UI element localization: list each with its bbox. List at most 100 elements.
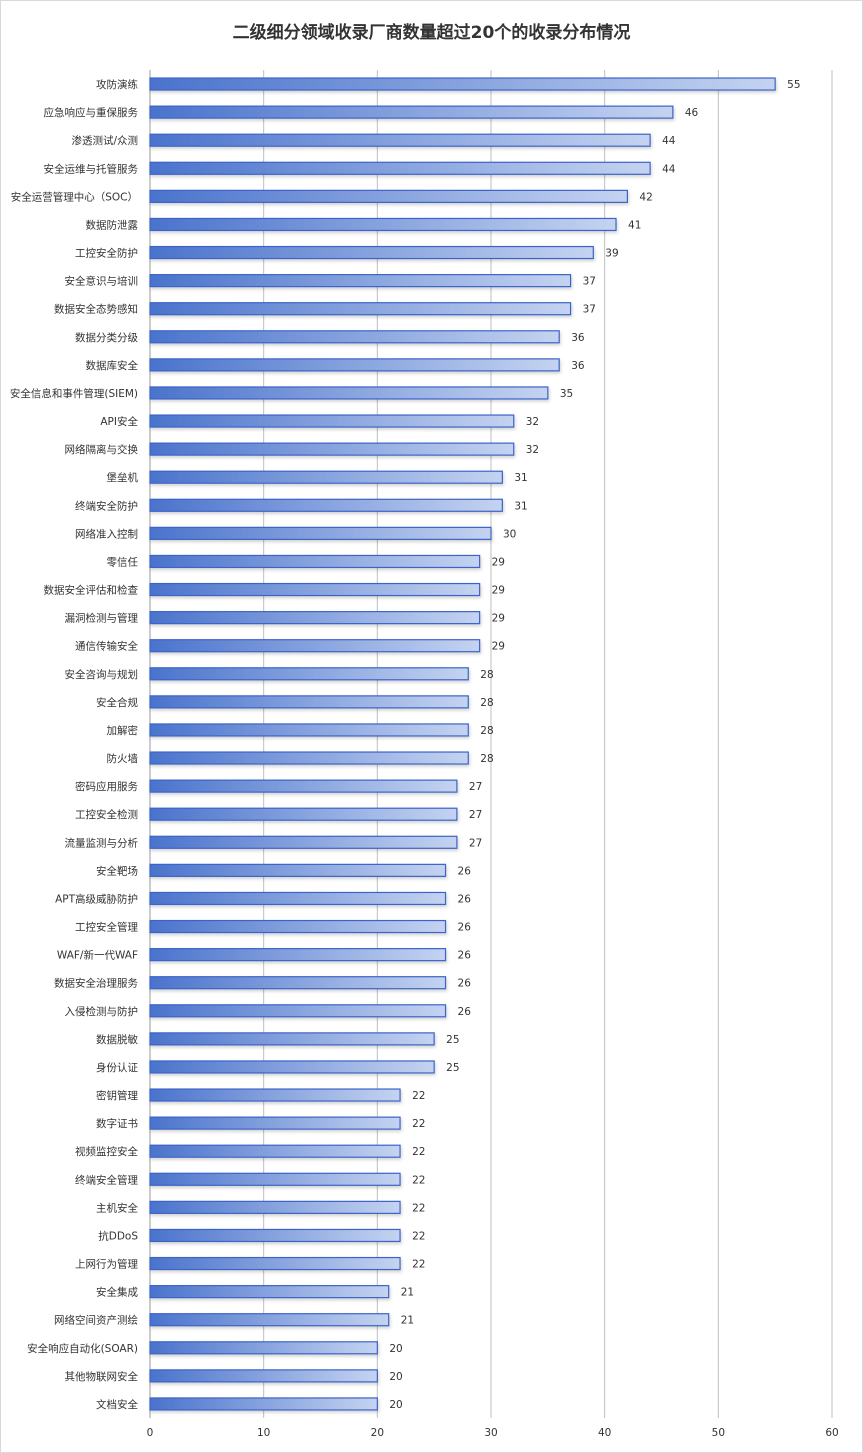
bar xyxy=(149,835,458,849)
bar xyxy=(149,330,560,344)
category-label: 密码应用服务 xyxy=(75,780,138,793)
category-label: 数据脱敏 xyxy=(96,1033,138,1046)
bar xyxy=(149,554,481,569)
data-label: 31 xyxy=(514,472,527,484)
bar xyxy=(149,1397,378,1411)
data-label: 27 xyxy=(469,809,482,821)
data-label: 29 xyxy=(492,556,505,568)
category-label: 零信任 xyxy=(107,555,139,568)
data-label: 36 xyxy=(571,332,585,344)
bar xyxy=(149,1341,378,1355)
category-label: 工控安全管理 xyxy=(75,921,138,934)
x-tick-label: 60 xyxy=(825,1427,838,1439)
category-label: 密钥管理 xyxy=(96,1089,138,1102)
bar xyxy=(149,891,447,906)
category-label: 网络隔离与交换 xyxy=(65,443,139,456)
category-label: 数据安全态势感知 xyxy=(54,303,138,316)
category-label: 通信传输安全 xyxy=(75,640,138,653)
data-label: 25 xyxy=(446,1034,459,1046)
data-label: 41 xyxy=(628,219,641,231)
bar xyxy=(149,77,776,91)
bar xyxy=(149,582,481,597)
data-label: 25 xyxy=(446,1062,459,1074)
data-label: 26 xyxy=(458,893,472,905)
category-label: 防火墙 xyxy=(107,752,139,765)
bar xyxy=(149,1313,390,1327)
category-label: 身份认证 xyxy=(96,1061,138,1074)
data-label: 21 xyxy=(401,1287,414,1299)
category-label: 网络准入控制 xyxy=(75,527,138,540)
category-label: 视频监控安全 xyxy=(75,1145,138,1158)
data-label: 28 xyxy=(480,725,493,737)
bar xyxy=(149,611,481,625)
category-label: 应急响应与重保服务 xyxy=(44,106,139,119)
category-label: 上网行为管理 xyxy=(75,1258,138,1271)
category-label: 安全集成 xyxy=(96,1286,138,1299)
data-label: 21 xyxy=(401,1315,414,1327)
bar xyxy=(149,245,594,260)
x-tick-label: 20 xyxy=(371,1427,384,1439)
bar xyxy=(149,1369,378,1383)
x-tick-label: 0 xyxy=(147,1427,154,1439)
category-label: 安全意识与培训 xyxy=(65,275,139,288)
data-label: 26 xyxy=(458,865,472,877)
data-label: 28 xyxy=(480,697,493,709)
data-label: 22 xyxy=(412,1230,425,1242)
category-label: 数字证书 xyxy=(96,1117,138,1130)
data-label: 22 xyxy=(412,1146,425,1158)
bar xyxy=(149,358,560,372)
bar xyxy=(149,639,481,653)
data-label: 31 xyxy=(514,500,527,512)
data-label: 35 xyxy=(560,388,573,400)
category-label: 安全运维与托管服务 xyxy=(44,162,139,175)
bar xyxy=(149,779,458,793)
x-tick-label: 50 xyxy=(712,1427,725,1439)
bar xyxy=(149,1116,401,1130)
data-label: 22 xyxy=(412,1259,425,1271)
x-tick-label: 10 xyxy=(257,1427,270,1439)
bar xyxy=(149,948,447,962)
bar xyxy=(149,723,469,737)
data-label: 20 xyxy=(389,1343,402,1355)
category-label: 入侵检测与防护 xyxy=(65,1005,139,1018)
data-label: 28 xyxy=(480,669,493,681)
data-label: 29 xyxy=(492,613,505,625)
data-label: 36 xyxy=(571,360,585,372)
label-layer: 0 10 20 30 40 50 60 攻防演练 55 应急响应与重保服务 46 渗透测试/众测 44 安… xyxy=(10,78,839,1439)
data-label: 44 xyxy=(662,163,676,175)
category-label: 终端安全防护 xyxy=(75,499,138,512)
data-label: 30 xyxy=(503,528,516,540)
bar xyxy=(149,863,447,877)
bar xyxy=(149,1200,401,1214)
category-label: 其他物联网安全 xyxy=(65,1370,139,1383)
category-label: 主机安全 xyxy=(96,1201,138,1214)
data-label: 46 xyxy=(685,107,699,119)
bar xyxy=(149,526,492,540)
data-label: 27 xyxy=(469,837,482,849)
bar xyxy=(149,105,674,119)
bar xyxy=(149,695,469,709)
data-label: 22 xyxy=(412,1174,425,1186)
category-label: 攻防演练 xyxy=(96,78,138,91)
bar xyxy=(149,1285,390,1299)
category-label: 漏洞检测与管理 xyxy=(65,612,139,625)
data-label: 27 xyxy=(469,781,482,793)
x-tick-label: 40 xyxy=(598,1427,611,1439)
category-label: 安全信息和事件管理(SIEM) xyxy=(10,387,138,400)
category-label: 安全响应自动化(SOAR) xyxy=(27,1342,138,1355)
bar xyxy=(149,1004,447,1018)
data-label: 42 xyxy=(639,191,652,203)
bar xyxy=(149,161,651,175)
bar xyxy=(149,667,469,681)
data-label: 26 xyxy=(458,922,472,934)
category-label: 网络空间资产测绘 xyxy=(54,1314,138,1327)
bar xyxy=(149,470,503,484)
category-label: 安全靶场 xyxy=(96,864,138,877)
category-label: 数据安全治理服务 xyxy=(54,977,138,990)
data-label: 44 xyxy=(662,135,676,147)
category-label: 安全运营管理中心（SOC） xyxy=(11,190,138,203)
category-label: 工控安全检测 xyxy=(75,808,138,821)
category-label: 抗DDoS xyxy=(98,1229,138,1242)
bar-layer xyxy=(149,77,776,1411)
data-label: 29 xyxy=(492,641,505,653)
